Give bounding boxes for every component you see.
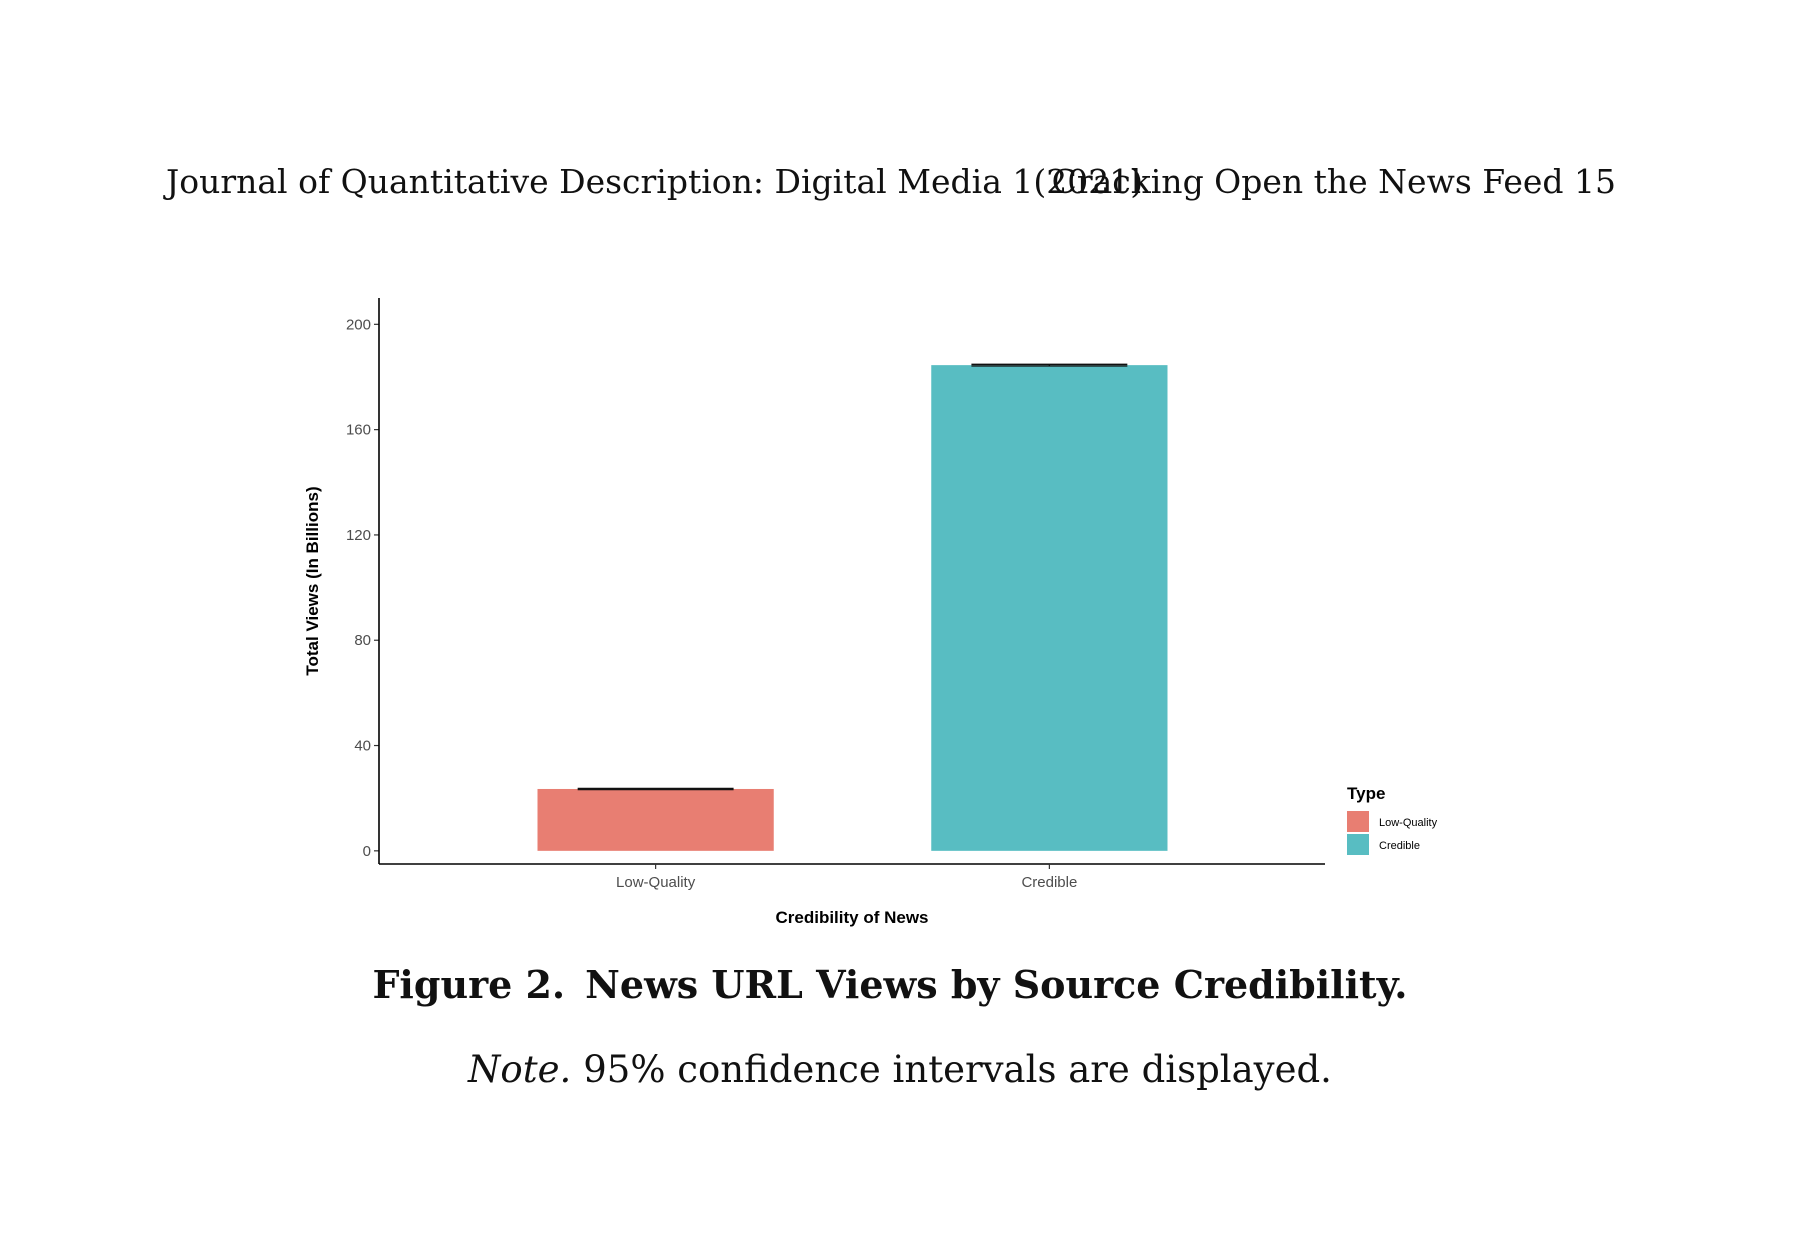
bars — [537, 363, 1168, 851]
x-tick-label: Low-Quality — [616, 874, 696, 891]
figure-label: Figure 2. — [372, 962, 566, 1007]
legend-title: Type — [1347, 784, 1385, 803]
figure-caption: Figure 2. News URL Views by Source Credib… — [0, 962, 1800, 1007]
y-tick-label: 0 — [363, 843, 371, 860]
legend: Type Low-Quality Credible — [1347, 784, 1438, 855]
error-bar-low-quality — [577, 787, 734, 791]
figure-title: News URL Views by Source Credibility. — [585, 962, 1408, 1007]
bar-credible — [931, 365, 1168, 851]
note-text: 95% confidence intervals are displayed. — [583, 1048, 1332, 1091]
journal-header: Journal of Quantitative Description: Dig… — [166, 162, 1144, 201]
legend-key-low-quality — [1347, 811, 1369, 832]
note-label: Note. — [468, 1048, 572, 1091]
y-tick-label: 160 — [346, 422, 371, 439]
legend-label: Low-Quality — [1379, 817, 1438, 829]
y-tick-label: 200 — [346, 316, 371, 333]
running-header: Journal of Quantitative Description: Dig… — [166, 162, 1616, 206]
x-axis-ticks: Low-Quality Credible — [616, 864, 1077, 891]
bar-low-quality — [537, 788, 774, 851]
error-bar-credible — [971, 363, 1128, 367]
y-tick-label: 40 — [354, 738, 371, 755]
figure-note: Note. 95% confidence intervals are displa… — [0, 1048, 1800, 1091]
y-tick-label: 120 — [346, 527, 371, 544]
x-tick-label: Credible — [1021, 874, 1077, 891]
y-axis-title: Total Views (In Billions) — [303, 486, 322, 675]
y-axis-ticks: 0 40 80 120 160 200 — [346, 316, 379, 860]
article-header: Cracking Open the News Feed 15 — [1051, 162, 1616, 201]
legend-label: Credible — [1379, 840, 1420, 852]
y-tick-label: 80 — [354, 632, 371, 649]
x-axis-title: Credibility of News — [775, 908, 928, 927]
legend-key-credible — [1347, 834, 1369, 855]
